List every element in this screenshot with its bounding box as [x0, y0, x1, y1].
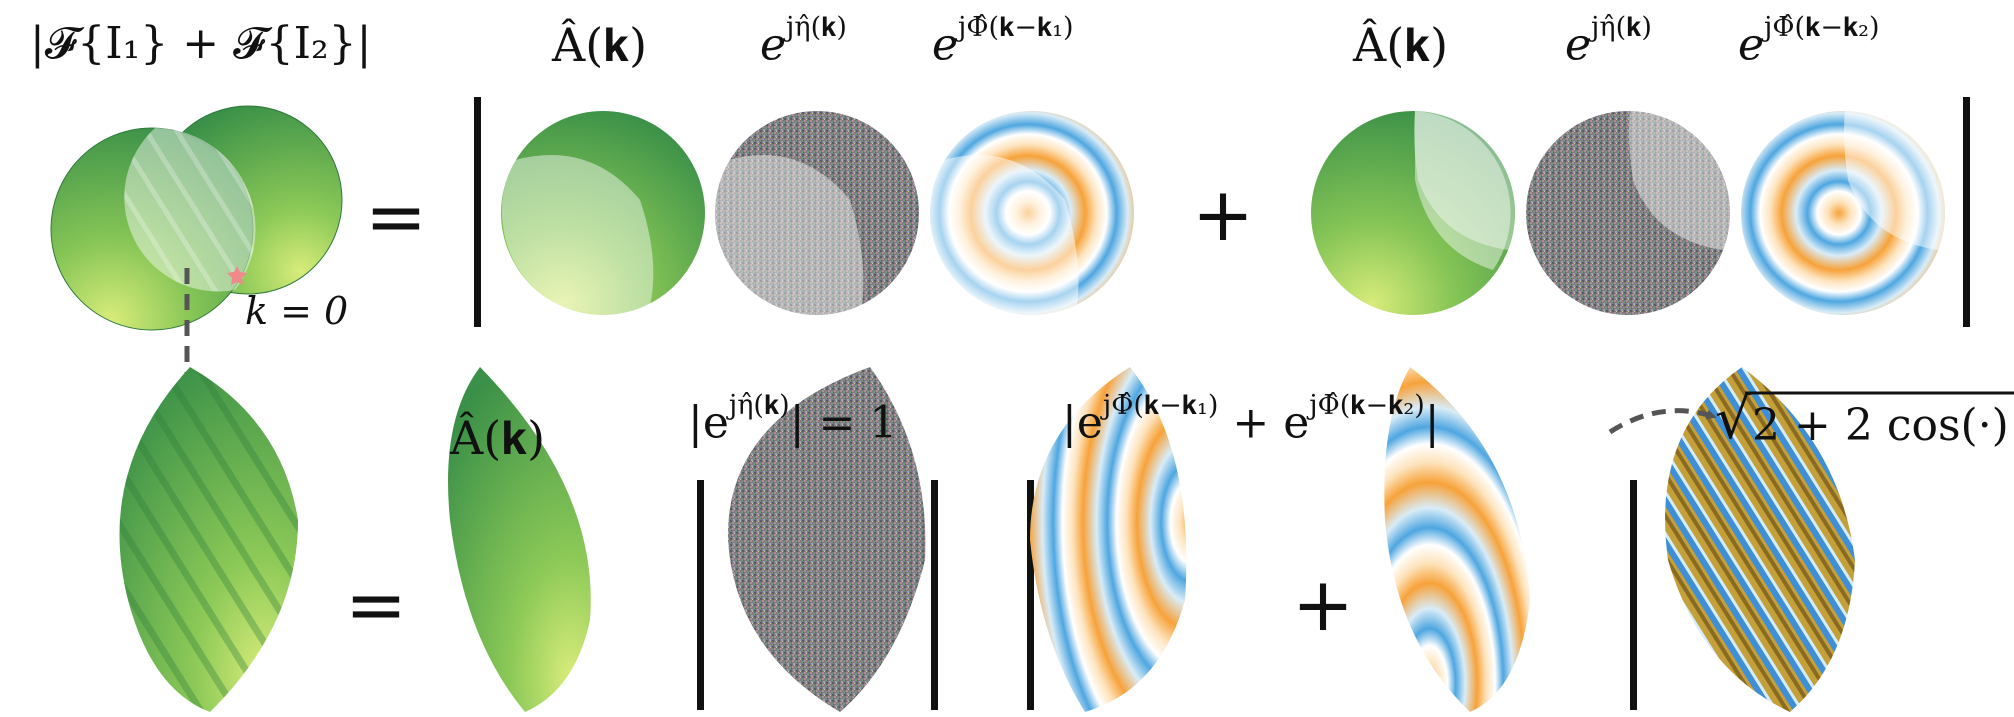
equals-sign-top: = [365, 174, 428, 260]
curved-dashed-arrow [1608, 408, 1717, 435]
k-zero-marker [227, 266, 247, 285]
bar-rings-right [1630, 480, 1637, 710]
overlap-fringes [124, 128, 256, 292]
bar-top-right [1963, 97, 1970, 327]
amplitude-disk-1 [501, 111, 705, 316]
noise-phase-label-2: ejη̂(𝐤) [1565, 12, 1652, 71]
sum-modulus-label: |ejΦ̂(𝐤−𝐤₁) + ejΦ̂(𝐤−𝐤₂)| [1062, 390, 1440, 449]
ring-phase-label-1: ejΦ̂(𝐤−𝐤₁) [932, 12, 1074, 71]
overlapping-disks [50, 105, 343, 331]
amplitude-disk-2 [1311, 111, 1515, 315]
noise-disk-2 [1526, 111, 1730, 315]
rings-disk-1 [929, 111, 1134, 316]
noise-modulus-label: |ejη̂(𝐤)| = 1 [688, 390, 898, 449]
plus-sign-bottom: + [1292, 562, 1355, 648]
sqrt-expression: 2 + 2 cos(·) [1752, 400, 2009, 451]
rings-disk-2 [1741, 111, 1945, 315]
bar-top-left [474, 97, 481, 327]
bar-noise-right [931, 480, 938, 710]
lens-result [119, 367, 298, 712]
fourier-sum-label: |𝓕{I₁} + 𝓕{I₂}| [30, 18, 372, 69]
bar-noise-left [697, 480, 704, 710]
bar-rings-left [1027, 480, 1034, 710]
amplitude-label-3: Â(𝐤) [450, 411, 546, 465]
noise-disk-1 [714, 111, 919, 316]
noise-phase-label-1: ejη̂(𝐤) [760, 12, 847, 71]
amplitude-label-1: Â(𝐤) [552, 18, 648, 72]
k-zero-label: k = 0 [245, 289, 349, 333]
equals-sign-bottom: = [345, 562, 408, 648]
plus-sign-top: + [1192, 172, 1255, 258]
ring-phase-label-2: ejΦ̂(𝐤−𝐤₂) [1738, 12, 1880, 71]
amplitude-label-2: Â(𝐤) [1353, 18, 1449, 72]
sqrt-symbol: √ [1715, 387, 1751, 452]
